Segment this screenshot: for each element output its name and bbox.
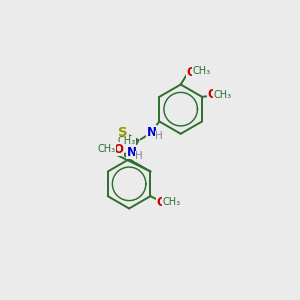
- Text: O: O: [208, 88, 218, 101]
- Text: N: N: [147, 126, 157, 139]
- Text: N: N: [127, 146, 136, 159]
- Text: H: H: [155, 131, 163, 141]
- Text: O: O: [113, 143, 123, 156]
- Text: O: O: [187, 66, 196, 79]
- Text: CH₃: CH₃: [192, 66, 211, 76]
- Text: CH₃: CH₃: [214, 89, 232, 100]
- Text: CH₃: CH₃: [162, 197, 180, 207]
- Text: S: S: [118, 126, 128, 139]
- Text: O: O: [156, 196, 166, 209]
- Text: CH₃: CH₃: [98, 144, 116, 154]
- Text: H: H: [136, 151, 143, 161]
- Text: CH₃: CH₃: [117, 136, 135, 146]
